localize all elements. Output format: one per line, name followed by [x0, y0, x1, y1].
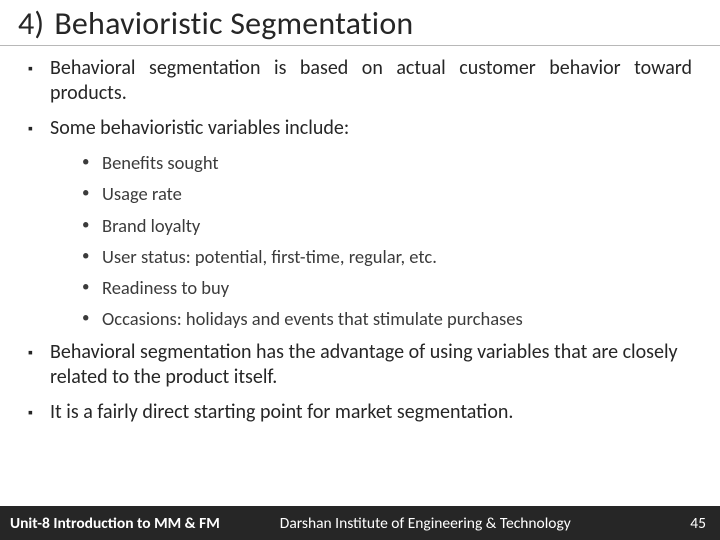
footer-unit-label: Unit-8 Introduction to MM & FM	[10, 514, 220, 533]
slide-title: 4) Behavioristic Segmentation	[18, 4, 702, 43]
dot-bullet-icon: •	[82, 277, 102, 298]
bullet-item: ▪ Some behavioristic variables include:	[28, 116, 692, 142]
bullet-text: Some behavioristic variables include:	[50, 116, 692, 141]
sub-bullet-text: Brand loyalty	[102, 215, 692, 236]
sub-bullet-item: • Readiness to buy	[82, 277, 692, 298]
bullet-text: Behavioral segmentation is based on actu…	[50, 56, 692, 106]
footer-bar: Unit-8 Introduction to MM & FM Darshan I…	[0, 506, 720, 540]
bullet-text: It is a fairly direct starting point for…	[50, 400, 692, 425]
bullet-item: ▪ It is a fairly direct starting point f…	[28, 400, 692, 426]
sub-bullet-text: Usage rate	[102, 183, 692, 204]
title-number: 4)	[18, 4, 44, 43]
sub-bullet-text: User status: potential, first-time, regu…	[102, 246, 692, 267]
sub-bullet-text: Readiness to buy	[102, 277, 692, 298]
dot-bullet-icon: •	[82, 308, 102, 329]
slide: 4) Behavioristic Segmentation ▪ Behaviora…	[0, 0, 720, 540]
footer-institute-label: Darshan Institute of Engineering & Techn…	[280, 514, 675, 533]
bullet-item: ▪ Behavioral segmentation is based on ac…	[28, 56, 692, 106]
bullet-text: Behavioral segmentation has the advantag…	[50, 340, 692, 390]
dot-bullet-icon: •	[82, 215, 102, 236]
dot-bullet-icon: •	[82, 183, 102, 204]
sub-bullet-item: • User status: potential, first-time, re…	[82, 246, 692, 267]
sub-bullet-text: Occasions: holidays and events that stim…	[102, 308, 692, 329]
square-bullet-icon: ▪	[28, 340, 50, 366]
content-area: ▪ Behavioral segmentation is based on ac…	[0, 46, 720, 506]
square-bullet-icon: ▪	[28, 116, 50, 142]
sub-bullet-item: • Occasions: holidays and events that st…	[82, 308, 692, 329]
bullet-item: ▪ Behavioral segmentation has the advant…	[28, 340, 692, 390]
sub-bullet-item: • Brand loyalty	[82, 215, 692, 236]
sub-bullet-item: • Benefits sought	[82, 152, 692, 173]
dot-bullet-icon: •	[82, 152, 102, 173]
sub-bullet-list: • Benefits sought • Usage rate • Brand l…	[28, 152, 692, 330]
sub-bullet-text: Benefits sought	[102, 152, 692, 173]
dot-bullet-icon: •	[82, 246, 102, 267]
title-text: Behavioristic Segmentation	[54, 4, 413, 43]
slide-number: 45	[674, 514, 706, 533]
square-bullet-icon: ▪	[28, 56, 50, 82]
square-bullet-icon: ▪	[28, 400, 50, 426]
sub-bullet-item: • Usage rate	[82, 183, 692, 204]
title-area: 4) Behavioristic Segmentation	[0, 0, 720, 46]
